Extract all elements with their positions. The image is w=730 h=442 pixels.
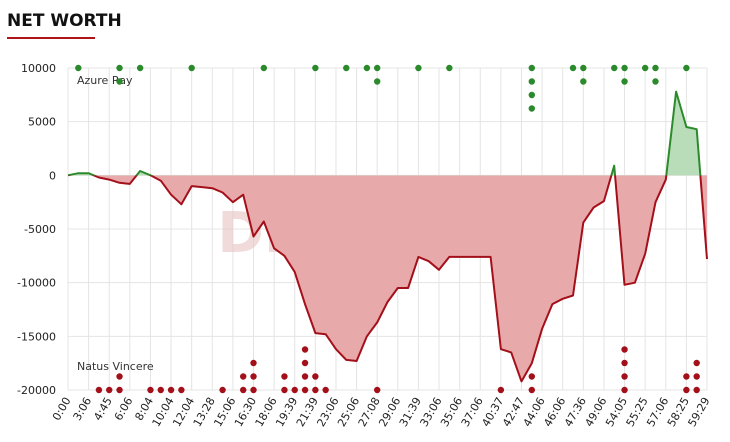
event-dot bbox=[147, 386, 154, 394]
event-dot bbox=[95, 386, 103, 394]
event-dot bbox=[157, 386, 164, 394]
event-dot bbox=[621, 346, 628, 353]
event-dot bbox=[446, 64, 453, 72]
y-tick-label: -10000 bbox=[17, 277, 56, 290]
y-tick-label: 0 bbox=[49, 169, 56, 182]
y-tick-label: -5000 bbox=[24, 223, 56, 236]
event-dot bbox=[260, 64, 268, 72]
chart-title: NET WORTH bbox=[7, 11, 122, 31]
event-dot bbox=[683, 386, 690, 394]
event-dot bbox=[528, 105, 535, 112]
event-dot bbox=[652, 78, 659, 85]
x-tick-label: 0:00 bbox=[50, 395, 74, 423]
x-tick-label: 4:45 bbox=[91, 395, 115, 423]
event-dot bbox=[611, 64, 618, 72]
event-dot bbox=[683, 373, 690, 380]
plot bbox=[67, 90, 708, 383]
event-dot bbox=[312, 64, 319, 72]
event-dot bbox=[373, 64, 381, 72]
event-dot bbox=[281, 373, 288, 380]
event-dot bbox=[641, 64, 649, 72]
event-dot bbox=[580, 64, 587, 72]
event-dot bbox=[167, 386, 175, 394]
area bbox=[68, 91, 707, 382]
event-dot bbox=[621, 373, 628, 380]
x-tick-label: 6:06 bbox=[112, 395, 136, 423]
event-dot bbox=[528, 91, 535, 99]
event-dot bbox=[116, 64, 123, 72]
event-dot bbox=[415, 64, 422, 72]
y-tick-label: 10000 bbox=[21, 62, 56, 75]
event-dot bbox=[693, 373, 700, 380]
event-dot bbox=[621, 78, 628, 85]
event-dot bbox=[652, 64, 659, 72]
event-dot bbox=[106, 386, 113, 394]
event-dot bbox=[240, 386, 247, 394]
event-dot bbox=[693, 386, 700, 394]
event-dot bbox=[580, 78, 587, 85]
event-dot bbox=[291, 386, 298, 394]
event-dot bbox=[75, 64, 82, 72]
title-underline bbox=[7, 37, 95, 39]
event-dot bbox=[116, 386, 123, 394]
event-dot bbox=[343, 64, 350, 72]
event-dot bbox=[363, 64, 371, 72]
event-dot bbox=[250, 359, 257, 367]
event-dot bbox=[250, 386, 257, 394]
event-dot bbox=[621, 386, 628, 394]
event-dot bbox=[301, 386, 309, 394]
event-dot bbox=[528, 78, 535, 85]
y-tick-label: -15000 bbox=[17, 330, 56, 343]
event-dot bbox=[136, 64, 144, 72]
event-dot bbox=[373, 386, 381, 394]
y-tick-label: 5000 bbox=[28, 116, 56, 129]
line bbox=[67, 90, 708, 383]
x-tick-label: 3:06 bbox=[71, 395, 95, 423]
event-dot bbox=[250, 373, 257, 380]
y-tick-label: -20000 bbox=[17, 384, 56, 397]
event-dot bbox=[178, 386, 185, 394]
event-dot bbox=[528, 64, 535, 72]
event-dot bbox=[497, 386, 505, 394]
event-dot bbox=[373, 78, 381, 85]
event-dot bbox=[281, 386, 288, 394]
event-dot bbox=[621, 64, 628, 72]
team-label: Natus Vincere bbox=[77, 360, 154, 373]
event-dot bbox=[312, 373, 319, 380]
event-dot bbox=[301, 346, 309, 353]
team-label: Azure Ray bbox=[77, 74, 133, 87]
event-dot bbox=[312, 386, 319, 394]
event-dot bbox=[116, 373, 123, 380]
event-dot bbox=[301, 373, 309, 380]
event-dot bbox=[621, 359, 628, 367]
event-dot bbox=[683, 64, 690, 72]
event-dot bbox=[322, 386, 329, 394]
event-dot bbox=[219, 386, 226, 394]
event-dot bbox=[693, 359, 700, 367]
event-dot bbox=[528, 386, 535, 394]
event-dot bbox=[301, 359, 309, 367]
event-dot bbox=[569, 64, 577, 72]
event-dot bbox=[528, 373, 535, 380]
event-dot bbox=[240, 373, 247, 380]
event-dot bbox=[116, 78, 123, 85]
event-dot bbox=[188, 64, 195, 72]
